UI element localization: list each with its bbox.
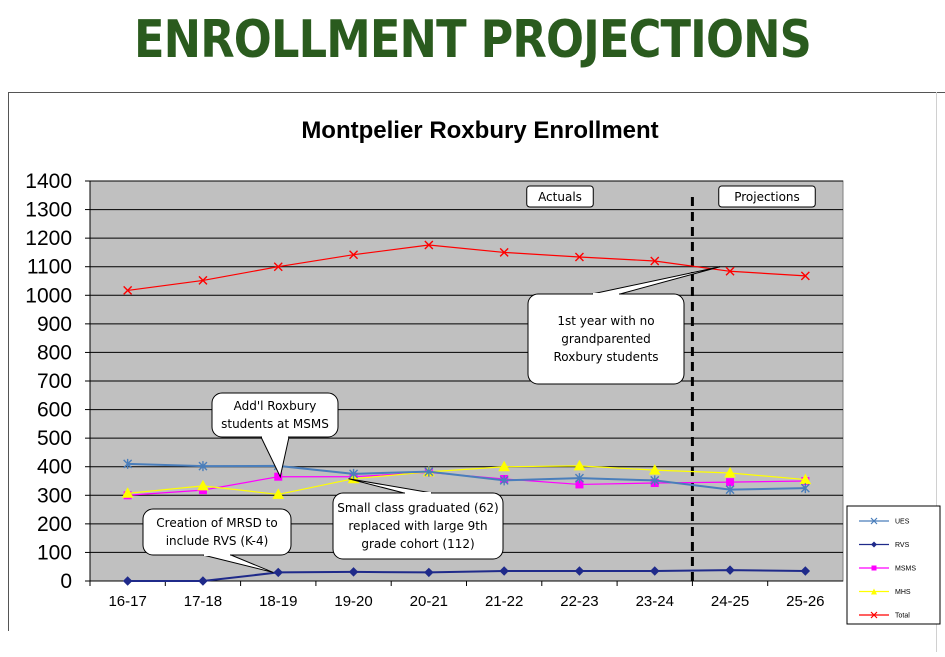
legend-marker — [870, 611, 878, 619]
data-point — [574, 252, 584, 262]
x-tick-label: 19-20 — [334, 593, 372, 610]
data-point — [197, 479, 209, 491]
callout-grandparented: 1st year with no grandparented Roxbury stu… — [527, 266, 721, 385]
data-point — [424, 466, 434, 477]
data-point — [498, 460, 510, 472]
y-tick-label: 1300 — [25, 199, 72, 222]
y-tick-label: 200 — [37, 513, 72, 536]
x-tick-label: 20-21 — [410, 593, 448, 610]
data-point — [273, 567, 283, 578]
data-point — [272, 488, 285, 499]
callout-mrsd-line: Creation of MRSD to — [156, 516, 277, 530]
data-point — [724, 466, 736, 478]
callout-msms: Add'l Roxbury students at MSMS — [211, 392, 339, 479]
callout-grandparented-line: 1st year with no — [557, 314, 654, 328]
callout-small-class-line: replaced with large 9th — [348, 519, 487, 533]
data-point — [499, 566, 509, 576]
y-tick-label: 100 — [37, 541, 72, 564]
y-tick-label: 0 — [60, 570, 72, 593]
x-tick-label: 22-23 — [560, 593, 598, 610]
region-label-projections: Projections — [734, 190, 800, 204]
data-point — [122, 576, 133, 586]
legend — [846, 505, 941, 625]
series-line-mhs — [127, 465, 806, 496]
data-point — [424, 567, 434, 578]
data-point — [123, 458, 133, 469]
chart-title: Montpelier Roxbury Enrollment — [301, 117, 658, 144]
y-tick-label: 900 — [37, 313, 72, 336]
data-point — [650, 566, 660, 576]
y-tick-label: 1400 — [25, 170, 72, 193]
y-tick-label: 500 — [37, 427, 72, 450]
callout-small-class: Small class graduated (62) replaced with … — [332, 478, 504, 560]
x-tick-label: 17-18 — [184, 593, 222, 610]
data-point — [198, 576, 208, 586]
data-point — [573, 459, 586, 471]
y-tick-label: 600 — [37, 399, 72, 422]
data-point — [499, 247, 509, 257]
callout-grandparented-line: Roxbury students — [553, 350, 658, 364]
callout-mrsd: Creation of MRSD to include RVS (K-4) — [142, 508, 292, 573]
data-point — [650, 475, 660, 486]
data-point — [121, 487, 134, 498]
y-tick-label: 800 — [37, 341, 72, 364]
data-point — [424, 240, 434, 250]
data-point — [725, 484, 735, 495]
data-point — [650, 256, 660, 266]
legend-marker — [871, 588, 877, 595]
series-line-total — [127, 244, 806, 292]
x-tick-label: 21-22 — [485, 593, 523, 610]
data-point — [349, 468, 359, 479]
x-tick-label: 18-19 — [259, 593, 297, 610]
callout-small-class-line: grade cohort (112) — [361, 537, 474, 551]
region-label-actuals-box — [526, 185, 594, 208]
region-label-actuals: Actuals — [538, 190, 582, 204]
data-point — [574, 566, 585, 576]
data-point — [273, 262, 283, 272]
data-point — [499, 475, 509, 486]
page-title: ENROLLMENT PROJECTIONS — [133, 10, 812, 70]
data-point — [800, 483, 810, 494]
data-point — [574, 473, 584, 484]
region-label-projections-box — [718, 185, 816, 208]
spreadsheet-gridline — [936, 92, 945, 652]
x-tick-label: 16-17 — [108, 593, 146, 610]
data-point — [725, 266, 735, 276]
legend-label: Total — [895, 613, 910, 620]
data-point — [198, 275, 208, 285]
y-tick-label: 1000 — [25, 284, 72, 307]
series-line-ues — [127, 462, 806, 491]
callout-grandparented-line: grandparented — [561, 332, 650, 346]
legend-label: UES — [895, 519, 910, 526]
legend-marker — [871, 541, 877, 548]
x-tick-label: 25-26 — [786, 593, 824, 610]
legend-label: MHS — [895, 589, 911, 596]
data-point — [348, 567, 359, 577]
y-tick-label: 300 — [37, 484, 72, 507]
legend-marker — [870, 517, 878, 525]
data-point — [648, 464, 661, 475]
legend-label: RVS — [895, 542, 910, 549]
legend-marker — [871, 565, 877, 571]
callout-msms-line: students at MSMS — [221, 417, 329, 431]
data-point — [800, 271, 810, 281]
y-tick-label: 1200 — [25, 227, 72, 250]
callout-mrsd-line: include RVS (K-4) — [166, 534, 269, 548]
data-point — [123, 285, 133, 295]
y-tick-label: 1100 — [27, 256, 72, 279]
x-tick-label: 23-24 — [636, 593, 674, 610]
callout-msms-line: Add'l Roxbury — [234, 399, 317, 413]
y-tick-label: 700 — [37, 370, 72, 393]
legend-label: MSMS — [895, 566, 916, 573]
series-line-rvs — [127, 569, 806, 582]
callout-small-class-line: Small class graduated (62) — [337, 501, 498, 515]
x-tick-label: 24-25 — [711, 593, 749, 610]
data-point — [349, 250, 359, 260]
data-point — [198, 461, 208, 472]
data-point — [725, 565, 735, 575]
y-tick-label: 400 — [37, 456, 72, 479]
data-point — [800, 566, 811, 576]
